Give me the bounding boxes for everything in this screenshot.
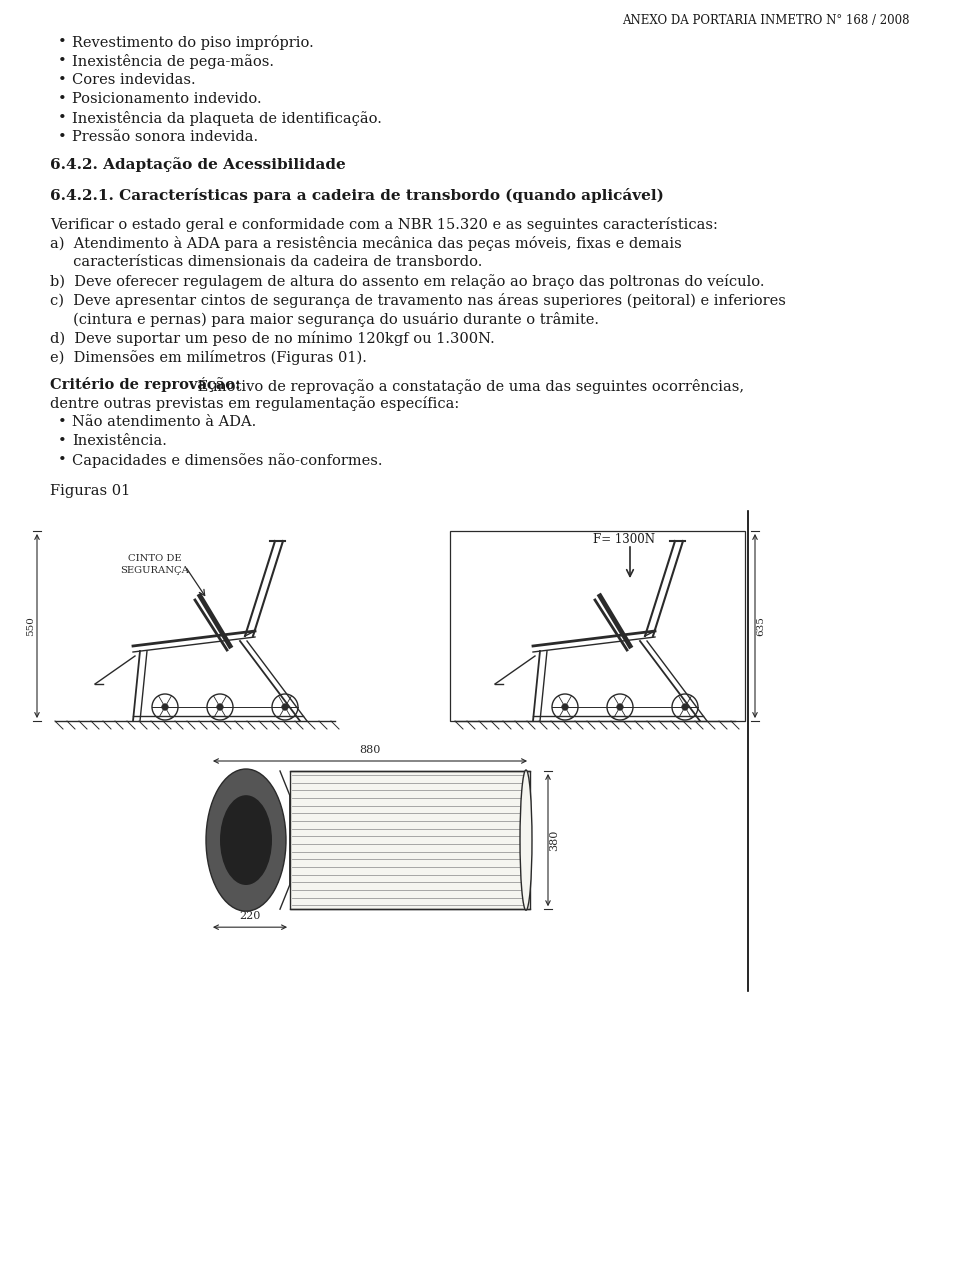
Circle shape: [161, 704, 168, 711]
Ellipse shape: [520, 769, 532, 910]
Text: dentre outras previstas em regulamentação específica:: dentre outras previstas em regulamentaçã…: [50, 396, 459, 411]
Text: Revestimento do piso impróprio.: Revestimento do piso impróprio.: [72, 34, 314, 50]
Bar: [450, 531, 745, 721]
Circle shape: [562, 704, 568, 711]
Text: Capacidades e dimensões não-conformes.: Capacidades e dimensões não-conformes.: [72, 453, 382, 468]
Text: F= 1300N: F= 1300N: [593, 533, 655, 546]
Circle shape: [682, 704, 688, 711]
Text: Inexistência.: Inexistência.: [72, 434, 167, 448]
Text: 6.4.2.1. Características para a cadeira de transbordo (quando aplicável): 6.4.2.1. Características para a cadeira …: [50, 188, 664, 203]
Text: Verificar o estado geral e conformidade com a NBR 15.320 e as seguintes caracter: Verificar o estado geral e conformidade …: [50, 217, 718, 232]
Text: características dimensionais da cadeira de transbordo.: características dimensionais da cadeira …: [50, 255, 482, 269]
Text: 6.4.2. Adaptação de Acessibilidade: 6.4.2. Adaptação de Acessibilidade: [50, 157, 346, 172]
Text: d)  Deve suportar um peso de no mínimo 120kgf ou 1.300N.: d) Deve suportar um peso de no mínimo 12…: [50, 330, 494, 346]
Text: Inexistência de pega-mãos.: Inexistência de pega-mãos.: [72, 54, 274, 69]
Circle shape: [217, 704, 224, 711]
Text: Não atendimento à ADA.: Não atendimento à ADA.: [72, 415, 256, 429]
Bar: [290, 771, 530, 910]
Text: •: •: [58, 130, 67, 144]
Text: •: •: [58, 54, 67, 68]
Text: Figuras 01: Figuras 01: [50, 484, 131, 498]
Text: Pressão sonora indevida.: Pressão sonora indevida.: [72, 130, 258, 144]
Text: Posicionamento indevido.: Posicionamento indevido.: [72, 92, 262, 106]
Circle shape: [616, 704, 623, 711]
Text: •: •: [58, 453, 67, 467]
Text: Critério de reprovação:: Critério de reprovação:: [50, 376, 241, 392]
Text: •: •: [58, 34, 67, 48]
Text: SEGURANÇA: SEGURANÇA: [121, 567, 189, 575]
Text: •: •: [58, 111, 67, 125]
Text: a)  Atendimento à ADA para a resistência mecânica das peças móveis, fixas e dema: a) Atendimento à ADA para a resistência …: [50, 236, 682, 251]
Text: •: •: [58, 415, 67, 429]
Text: 380: 380: [549, 829, 559, 851]
Text: ANEXO DA PORTARIA INMETRO N° 168 / 2008: ANEXO DA PORTARIA INMETRO N° 168 / 2008: [622, 14, 910, 27]
Text: •: •: [58, 92, 67, 106]
Text: 635: 635: [756, 616, 765, 635]
Text: Cores indevidas.: Cores indevidas.: [72, 73, 196, 87]
Text: •: •: [58, 73, 67, 87]
Text: É motivo de reprovação a constatação de uma das seguintes ocorrências,: É motivo de reprovação a constatação de …: [193, 376, 744, 394]
Text: •: •: [58, 434, 67, 448]
Ellipse shape: [220, 795, 272, 886]
Text: CINTO DE: CINTO DE: [129, 554, 181, 563]
Text: Inexistência da plaqueta de identificação.: Inexistência da plaqueta de identificaçã…: [72, 111, 382, 126]
Text: (cintura e pernas) para maior segurança do usuário durante o trâmite.: (cintura e pernas) para maior segurança …: [50, 313, 599, 327]
Text: e)  Dimensões em milímetros (Figuras 01).: e) Dimensões em milímetros (Figuras 01).: [50, 350, 367, 365]
Circle shape: [281, 704, 288, 711]
Text: c)  Deve apresentar cintos de segurança de travamento nas áreas superiores (peit: c) Deve apresentar cintos de segurança d…: [50, 293, 786, 308]
Ellipse shape: [206, 769, 286, 911]
Text: 220: 220: [239, 911, 261, 921]
Text: b)  Deve oferecer regulagem de altura do assento em relação ao braço das poltron: b) Deve oferecer regulagem de altura do …: [50, 274, 764, 288]
Text: 880: 880: [359, 745, 381, 755]
Text: 550: 550: [27, 616, 36, 635]
